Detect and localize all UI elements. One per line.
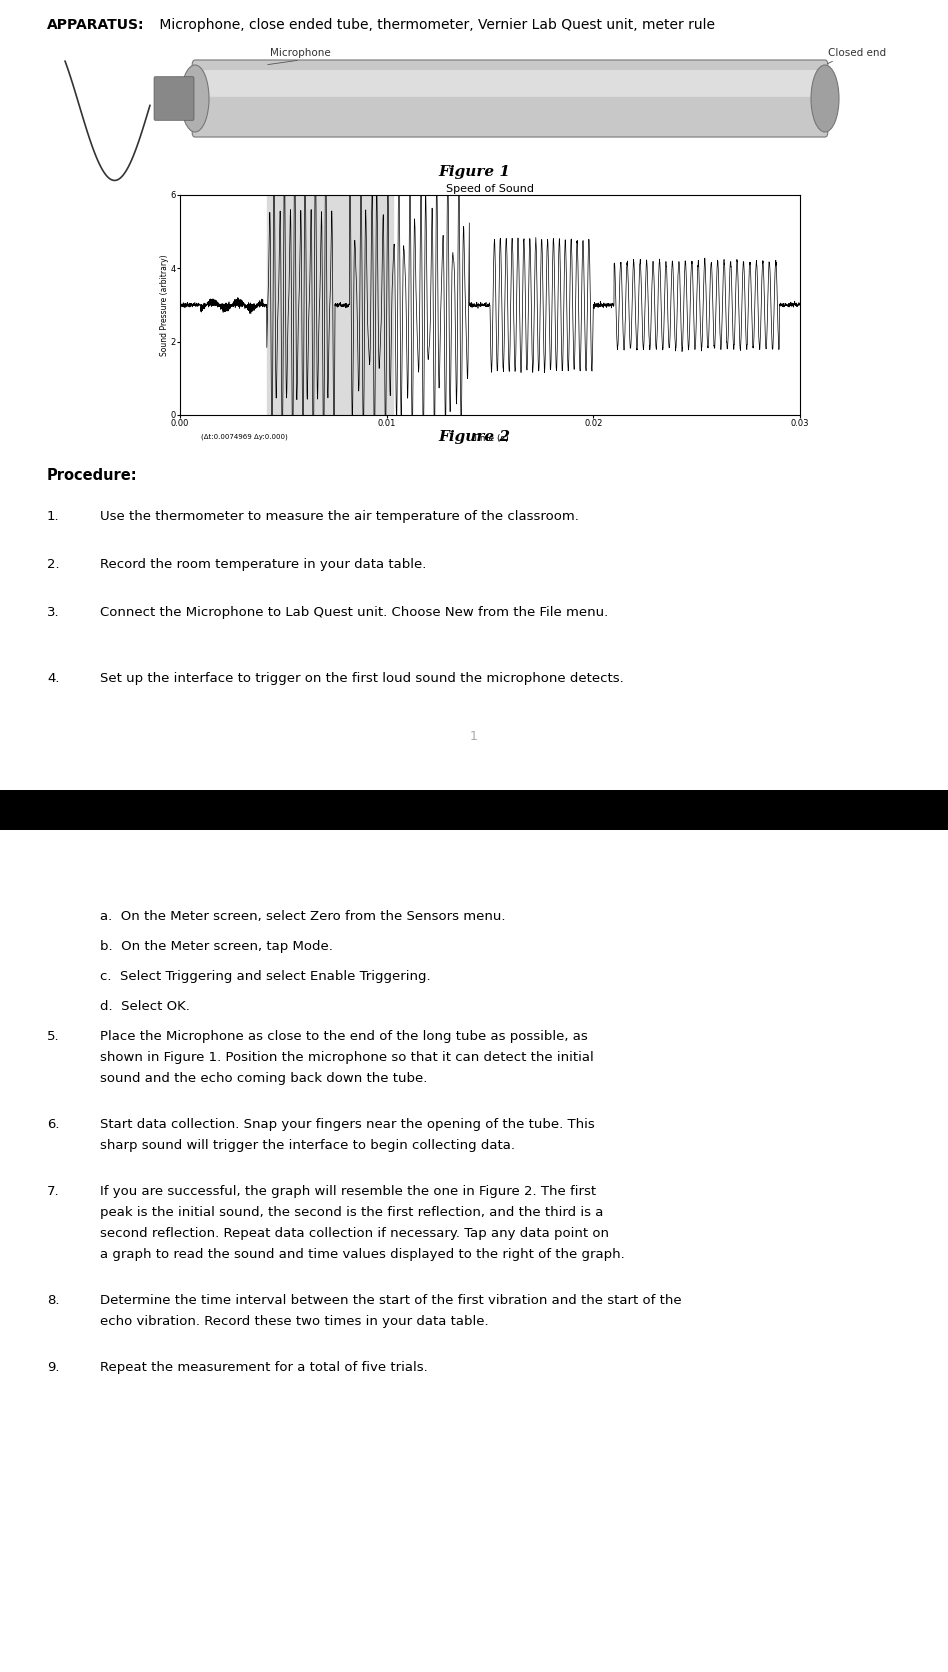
Text: 8.: 8.	[47, 1294, 60, 1308]
Y-axis label: Sound Pressure (arbitrary): Sound Pressure (arbitrary)	[160, 254, 169, 356]
Text: sharp sound will trigger the interface to begin collecting data.: sharp sound will trigger the interface t…	[100, 1139, 515, 1152]
Bar	[266, 196, 392, 415]
Text: b.  On the Meter screen, tap Mode.: b. On the Meter screen, tap Mode.	[100, 940, 333, 953]
Text: 2.: 2.	[47, 558, 60, 572]
Title: Speed of Sound: Speed of Sound	[446, 184, 534, 194]
Text: 4.: 4.	[47, 672, 60, 686]
Text: (Δt:0.0074969 Δy:0.000): (Δt:0.0074969 Δy:0.000)	[201, 433, 287, 440]
Text: a graph to read the sound and time values displayed to the right of the graph.: a graph to read the sound and time value…	[100, 1247, 625, 1261]
Text: 3.: 3.	[47, 605, 60, 619]
Text: 1: 1	[470, 731, 478, 742]
Text: c.  Select Triggering and select Enable Triggering.: c. Select Triggering and select Enable T…	[100, 970, 430, 983]
Text: Use the thermometer to measure the air temperature of the classroom.: Use the thermometer to measure the air t…	[100, 510, 579, 523]
Text: 6.: 6.	[47, 1119, 60, 1130]
Text: Place the Microphone as close to the end of the long tube as possible, as: Place the Microphone as close to the end…	[100, 1030, 588, 1043]
X-axis label: Time (s): Time (s)	[472, 433, 508, 443]
Text: Closed end: Closed end	[828, 48, 886, 59]
Text: Record the room temperature in your data table.: Record the room temperature in your data…	[100, 558, 427, 572]
Text: Microphone: Microphone	[269, 48, 330, 59]
Text: 5.: 5.	[47, 1030, 60, 1043]
Text: APPARATUS:: APPARATUS:	[47, 18, 144, 32]
Text: Start data collection. Snap your fingers near the opening of the tube. This: Start data collection. Snap your fingers…	[100, 1119, 594, 1130]
Text: d.  Select OK.: d. Select OK.	[100, 1000, 190, 1013]
Text: Procedure:: Procedure:	[47, 468, 137, 483]
Text: Determine the time interval between the start of the first vibration and the sta: Determine the time interval between the …	[100, 1294, 682, 1308]
Text: Figure 2: Figure 2	[438, 430, 510, 445]
FancyBboxPatch shape	[192, 60, 828, 137]
FancyBboxPatch shape	[155, 77, 194, 120]
Text: Microphone, close ended tube, thermometer, Vernier Lab Quest unit, meter rule: Microphone, close ended tube, thermomete…	[155, 18, 715, 32]
Ellipse shape	[181, 65, 209, 132]
Text: a.  On the Meter screen, select Zero from the Sensors menu.: a. On the Meter screen, select Zero from…	[100, 910, 505, 923]
Text: sound and the echo coming back down the tube.: sound and the echo coming back down the …	[100, 1072, 428, 1085]
Text: second reflection. Repeat data collection if necessary. Tap any data point on: second reflection. Repeat data collectio…	[100, 1227, 609, 1241]
Text: shown in Figure 1. Position the microphone so that it can detect the initial: shown in Figure 1. Position the micropho…	[100, 1052, 593, 1063]
Text: Set up the interface to trigger on the first loud sound the microphone detects.: Set up the interface to trigger on the f…	[100, 672, 624, 686]
Ellipse shape	[811, 65, 839, 132]
Text: Figure 1: Figure 1	[438, 166, 510, 179]
Text: If you are successful, the graph will resemble the one in Figure 2. The first: If you are successful, the graph will re…	[100, 1185, 596, 1199]
Text: 7.: 7.	[47, 1185, 60, 1199]
FancyBboxPatch shape	[204, 70, 816, 97]
Text: 1.: 1.	[47, 510, 60, 523]
Text: Connect the Microphone to Lab Quest unit. Choose New from the File menu.: Connect the Microphone to Lab Quest unit…	[100, 605, 609, 619]
Text: peak is the initial sound, the second is the first reflection, and the third is : peak is the initial sound, the second is…	[100, 1206, 603, 1219]
Bar	[0, 789, 948, 829]
Text: echo vibration. Record these two times in your data table.: echo vibration. Record these two times i…	[100, 1314, 488, 1328]
Text: 9.: 9.	[47, 1361, 60, 1374]
Text: Repeat the measurement for a total of five trials.: Repeat the measurement for a total of fi…	[100, 1361, 428, 1374]
